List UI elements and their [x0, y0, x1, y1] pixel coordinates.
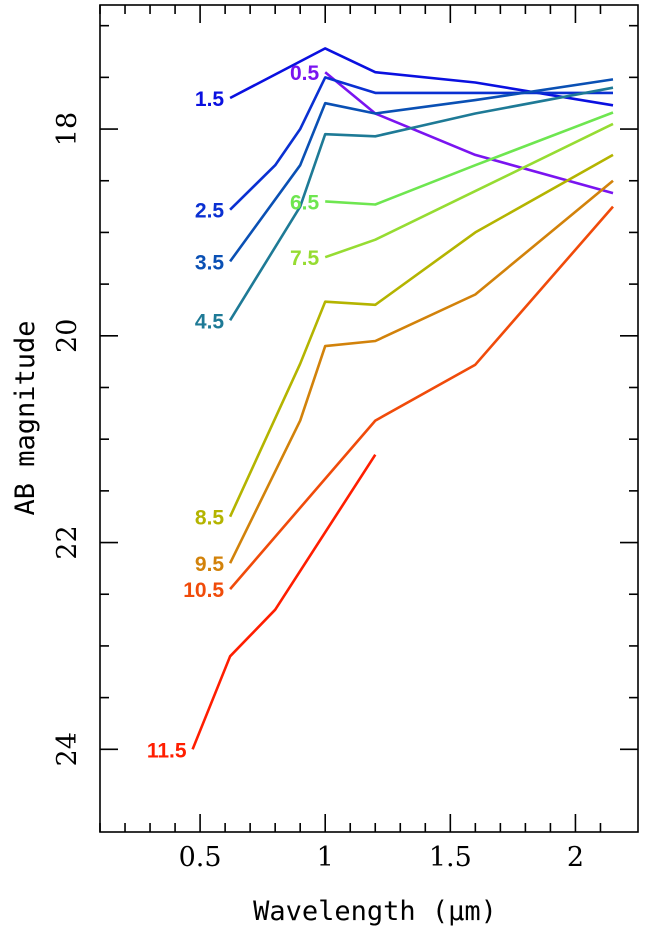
series-line-9-5	[228, 179, 614, 564]
x-tick-label: 1.5	[429, 842, 472, 873]
series-label-6-5: 6.5	[290, 191, 320, 214]
series-label-1-5: 1.5	[195, 88, 225, 111]
series-label-11-5: 11.5	[147, 739, 187, 762]
x-tick-label: 0.5	[179, 842, 222, 873]
axis-ticks	[99, 5, 638, 832]
y-axis-title: AB magnitude	[10, 320, 41, 515]
series-line-8-5	[228, 153, 614, 518]
series-label-10-5: 10.5	[183, 579, 224, 602]
x-tick-label: 2	[567, 842, 584, 873]
series-label-0-5: 0.5	[290, 62, 320, 85]
series-labels: 0.5 1.5 2.5 3.5 4.5 6.5 7.5 8.5 9.5 10.5 11.5	[147, 62, 320, 762]
y-tick-label: 18	[52, 112, 83, 146]
y-tick-label: 22	[52, 525, 83, 559]
y-tick-label: 20	[52, 319, 83, 353]
series-line-10-5	[229, 205, 614, 590]
series-label-3-5: 3.5	[195, 251, 225, 274]
series-line-7-5	[324, 122, 614, 259]
series-label-9-5: 9.5	[195, 553, 225, 576]
series-label-4-5: 4.5	[195, 310, 225, 333]
plot-frame	[99, 4, 639, 833]
series-line-2-5	[229, 76, 613, 211]
x-tick-label: 1	[317, 842, 334, 873]
y-tick-label: 24	[52, 732, 83, 766]
data-series	[191, 47, 614, 750]
series-line-3-5	[229, 78, 614, 263]
series-line-11-5	[191, 453, 377, 750]
series-line-6-5	[325, 111, 614, 206]
series-label-2-5: 2.5	[195, 200, 225, 223]
x-axis-title: Wavelength (μm)	[253, 896, 497, 927]
series-line-4-5	[228, 86, 614, 321]
series-line-0-5	[324, 71, 614, 195]
series-label-8-5: 8.5	[195, 507, 225, 530]
series-line-1-5	[229, 47, 614, 107]
series-label-7-5: 7.5	[290, 247, 320, 270]
